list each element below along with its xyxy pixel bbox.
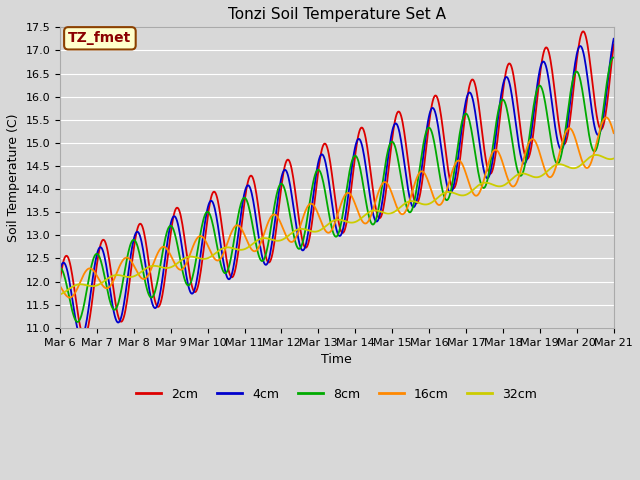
2cm [421, 156, 429, 161]
4cm [56, 267, 64, 273]
16cm [66, 295, 74, 300]
4cm [66, 282, 74, 288]
4cm [77, 334, 85, 340]
32cm [123, 274, 131, 280]
Title: Tonzi Soil Temperature Set A: Tonzi Soil Temperature Set A [228, 7, 446, 22]
8cm [421, 133, 429, 139]
8cm [66, 298, 74, 304]
16cm [67, 295, 75, 300]
8cm [124, 252, 132, 258]
16cm [405, 201, 413, 206]
2cm [81, 334, 88, 339]
32cm [56, 291, 64, 297]
8cm [610, 55, 618, 60]
4cm [124, 275, 132, 280]
32cm [592, 152, 600, 158]
2cm [579, 28, 587, 34]
16cm [56, 283, 64, 289]
2cm [405, 165, 413, 170]
16cm [180, 264, 188, 270]
2cm [209, 189, 217, 195]
Line: 2cm: 2cm [60, 31, 614, 336]
16cm [602, 115, 610, 120]
16cm [209, 254, 217, 260]
Line: 32cm: 32cm [60, 155, 614, 294]
2cm [66, 261, 74, 266]
Text: TZ_fmet: TZ_fmet [68, 31, 132, 45]
32cm [420, 202, 428, 207]
32cm [610, 156, 618, 161]
4cm [180, 258, 188, 264]
Y-axis label: Soil Temperature (C): Soil Temperature (C) [7, 113, 20, 242]
8cm [405, 209, 413, 215]
4cm [610, 36, 618, 42]
2cm [180, 232, 188, 238]
8cm [180, 274, 188, 280]
4cm [405, 191, 413, 196]
X-axis label: Time: Time [321, 353, 352, 366]
16cm [124, 255, 132, 261]
16cm [610, 130, 618, 136]
8cm [74, 319, 81, 325]
8cm [209, 223, 217, 229]
4cm [209, 201, 217, 206]
16cm [421, 171, 429, 177]
2cm [610, 41, 618, 47]
32cm [179, 256, 187, 262]
8cm [56, 265, 64, 271]
32cm [66, 286, 74, 291]
Line: 16cm: 16cm [60, 118, 614, 298]
32cm [404, 199, 412, 205]
Line: 4cm: 4cm [60, 39, 614, 337]
Legend: 2cm, 4cm, 8cm, 16cm, 32cm: 2cm, 4cm, 8cm, 16cm, 32cm [131, 383, 542, 406]
2cm [56, 277, 64, 283]
2cm [124, 293, 132, 299]
Line: 8cm: 8cm [60, 58, 614, 322]
32cm [209, 252, 216, 258]
4cm [421, 139, 429, 145]
